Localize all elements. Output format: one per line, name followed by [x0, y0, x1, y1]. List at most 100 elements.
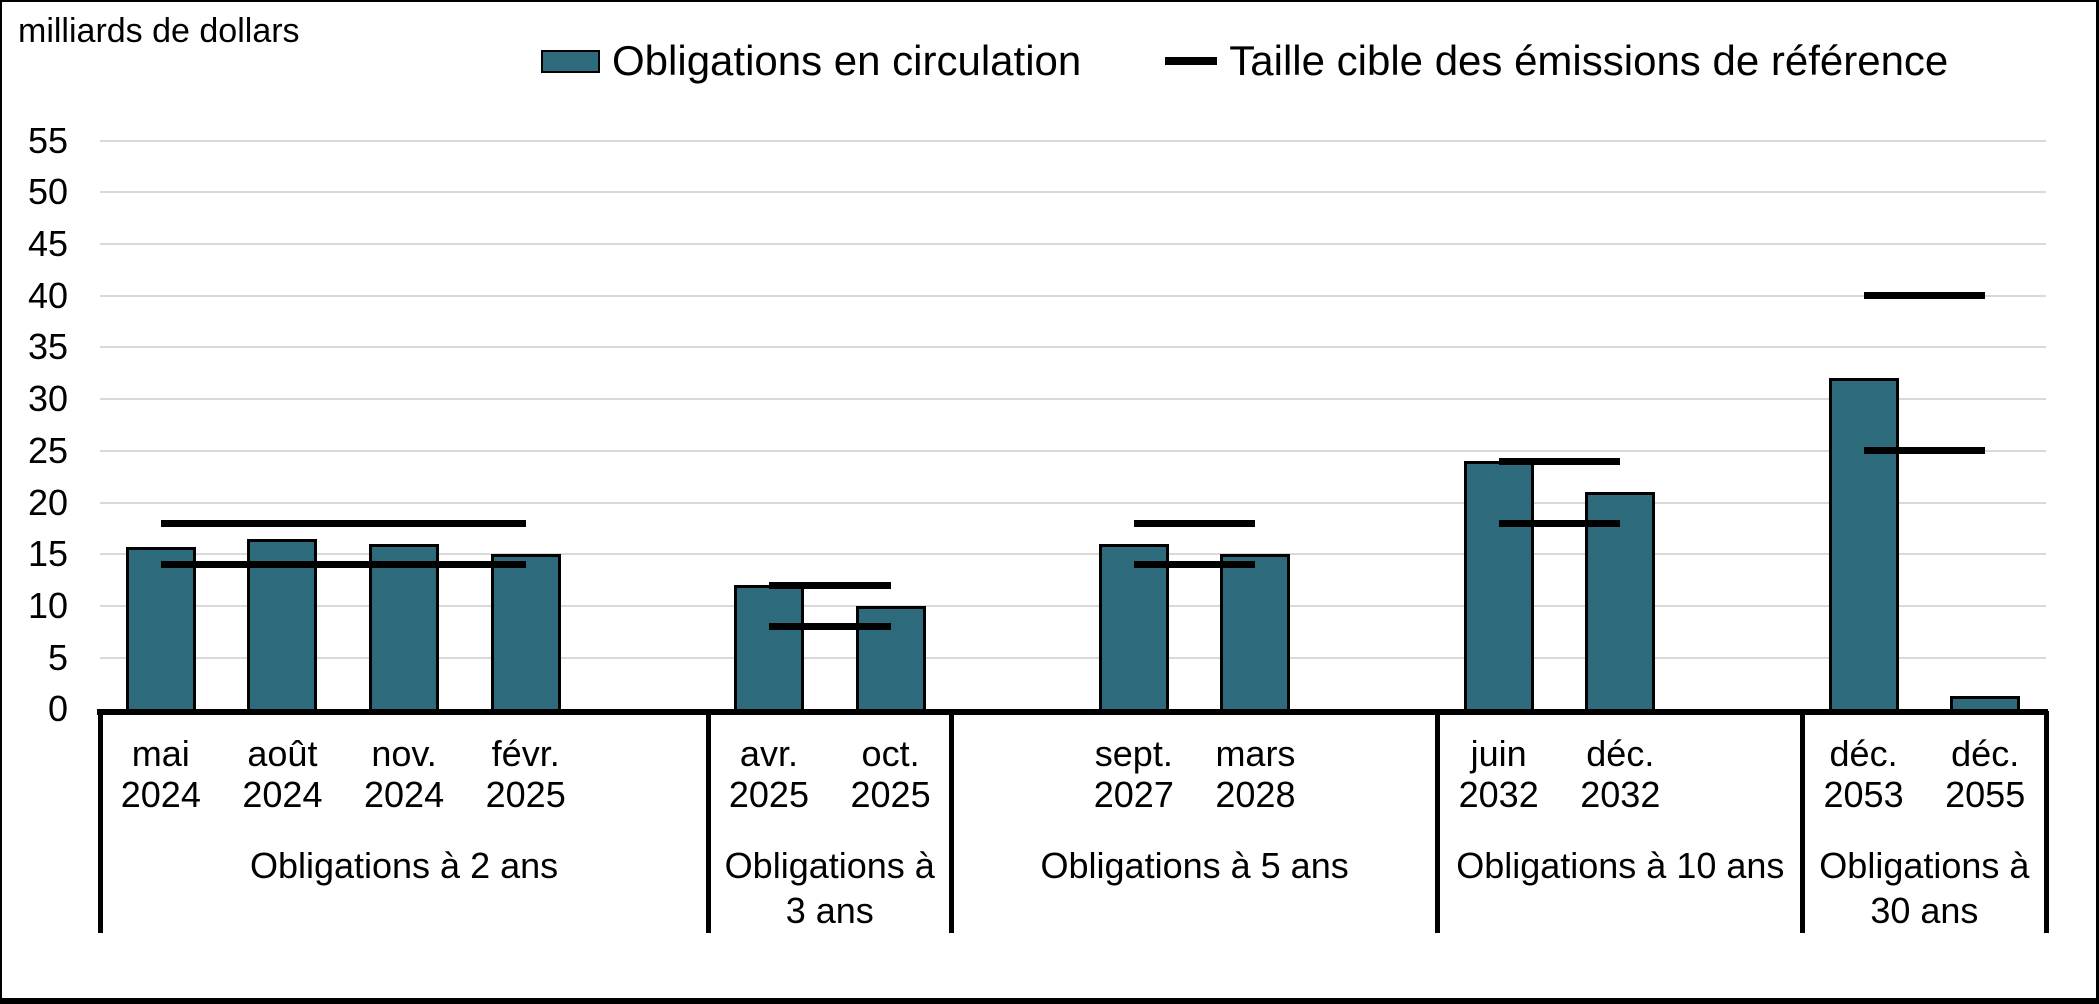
- year-label: 2024: [242, 774, 323, 815]
- y-tick-label: 15: [27, 533, 68, 575]
- frame-left-border: [0, 0, 2, 1004]
- group-label: Obligations à 5 ans: [1040, 845, 1349, 886]
- target-line: [1133, 519, 1256, 527]
- month-label: août: [247, 733, 318, 774]
- month-label: déc.: [1586, 733, 1655, 774]
- year-label: 2055: [1945, 774, 2026, 815]
- month-label: déc.: [1829, 733, 1898, 774]
- month-label: févr.: [491, 733, 560, 774]
- bar: [1098, 543, 1169, 712]
- axis-units-title: milliards de dollars: [18, 12, 300, 50]
- group-label: Obligations à 3 ans: [724, 845, 935, 931]
- gridline: [100, 243, 2046, 246]
- legend-label-target: Taille cible des émissions de référence: [1229, 37, 1949, 84]
- category-box-divider: [1435, 711, 1441, 933]
- month-label: déc.: [1951, 733, 2020, 774]
- category-box-divider: [1800, 711, 1806, 933]
- gridline: [100, 553, 2046, 556]
- y-tick-label: 20: [27, 481, 68, 523]
- category-label: mars 2028: [1175, 733, 1335, 815]
- bar: [490, 554, 561, 712]
- category-label: juin 2032: [1419, 733, 1579, 815]
- gridline: [100, 501, 2046, 504]
- category-label: déc. 2053: [1784, 733, 1944, 815]
- year-label: 2032: [1458, 774, 1539, 815]
- y-tick-label: 40: [27, 274, 68, 316]
- y-tick-label: 0: [47, 688, 68, 730]
- gridline: [100, 398, 2046, 401]
- year-label: 2032: [1580, 774, 1661, 815]
- target-line: [768, 581, 891, 589]
- gridline: [100, 139, 2046, 142]
- year-label: 2024: [120, 774, 201, 815]
- category-label: déc. 2032: [1540, 733, 1700, 815]
- y-tick-label: 10: [27, 584, 68, 626]
- gridline: [100, 346, 2046, 349]
- year-label: 2025: [850, 774, 931, 815]
- category-label: avr. 2025: [689, 733, 849, 815]
- y-tick-label: 25: [27, 429, 68, 471]
- gridline: [100, 604, 2046, 607]
- target-line: [768, 623, 891, 631]
- legend-label-outstanding: Obligations en circulation: [612, 37, 1082, 84]
- legend-bar-swatch: [541, 49, 600, 73]
- category-label: déc. 2055: [1905, 733, 2065, 815]
- target-line: [1498, 519, 1621, 527]
- month-label: nov.: [371, 733, 437, 774]
- category-label: nov. 2024: [324, 733, 484, 815]
- category-label: août 2024: [202, 733, 362, 815]
- bar: [1828, 378, 1899, 712]
- bar: [125, 546, 196, 712]
- year-label: 2027: [1093, 774, 1174, 815]
- month-label: avr.: [739, 733, 798, 774]
- y-tick-label: 45: [27, 223, 68, 265]
- gridline: [100, 294, 2046, 297]
- group-label: Obligations à 10 ans: [1456, 845, 1785, 886]
- target-line: [1863, 447, 1986, 455]
- bar: [369, 543, 440, 712]
- target-line: [160, 561, 526, 569]
- month-label: mai: [131, 733, 190, 774]
- bar: [1585, 492, 1656, 712]
- category-box-divider: [2043, 711, 2049, 933]
- frame-right-border: [2096, 0, 2099, 1004]
- year-label: 2025: [485, 774, 566, 815]
- group-label: Obligations à 2 ans: [249, 845, 559, 886]
- y-tick-label: 35: [27, 326, 68, 368]
- y-tick-label: 30: [27, 378, 68, 420]
- month-label: mars: [1215, 733, 1296, 774]
- year-label: 2024: [364, 774, 445, 815]
- category-label: févr. 2025: [446, 733, 606, 815]
- target-line: [1498, 457, 1621, 465]
- category-label: sept. 2027: [1054, 733, 1214, 815]
- month-label: oct.: [861, 733, 920, 774]
- month-label: sept.: [1094, 733, 1173, 774]
- legend-line-swatch: [1165, 57, 1218, 65]
- y-tick-label: 55: [27, 119, 68, 161]
- x-axis-line: [97, 709, 2048, 715]
- bar: [1463, 461, 1534, 712]
- target-line: [160, 519, 526, 527]
- category-box-divider: [705, 711, 711, 933]
- gridline: [100, 656, 2046, 659]
- legend: Obligations en circulation Taille cible …: [541, 36, 1948, 86]
- target-line: [1863, 292, 1986, 300]
- bar: [1220, 554, 1291, 712]
- bar: [733, 585, 804, 712]
- gridline: [100, 449, 2046, 452]
- frame-bottom-border: [0, 998, 2099, 1004]
- month-label: juin: [1470, 733, 1527, 774]
- gridline: [100, 191, 2046, 194]
- y-tick-label: 5: [47, 636, 68, 678]
- year-label: 2028: [1215, 774, 1296, 815]
- year-label: 2053: [1823, 774, 1904, 815]
- year-label: 2025: [728, 774, 809, 815]
- y-tick-label: 50: [27, 171, 68, 213]
- category-label: mai 2024: [81, 733, 241, 815]
- group-label: Obligations à 30 ans: [1819, 845, 2030, 931]
- target-line: [1133, 561, 1256, 569]
- bar: [855, 605, 926, 712]
- category-label: oct. 2025: [811, 733, 971, 815]
